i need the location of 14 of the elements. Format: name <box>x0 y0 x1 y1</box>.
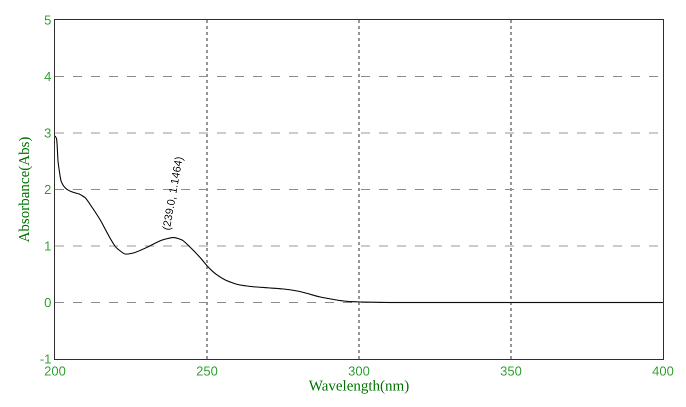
y-axis-title: Absorbance(Abs) <box>17 136 34 242</box>
y-tick-label: 2 <box>44 182 52 198</box>
x-axis-title: Wavelength(nm) <box>308 378 410 395</box>
x-tick-label: 250 <box>196 364 218 379</box>
y-tick-label: 0 <box>44 295 52 310</box>
y-tick-label: 5 <box>44 12 52 28</box>
y-tick-label: 4 <box>44 69 52 84</box>
y-tick-label: 3 <box>44 126 52 141</box>
y-tick-label: 1 <box>44 238 52 254</box>
x-tick-label: 300 <box>348 364 370 379</box>
annotation: (239.0, 1.1464) <box>160 156 186 232</box>
x-tick-label: 400 <box>652 364 674 379</box>
line-series <box>55 135 663 304</box>
x-tick-label: 350 <box>500 364 522 379</box>
